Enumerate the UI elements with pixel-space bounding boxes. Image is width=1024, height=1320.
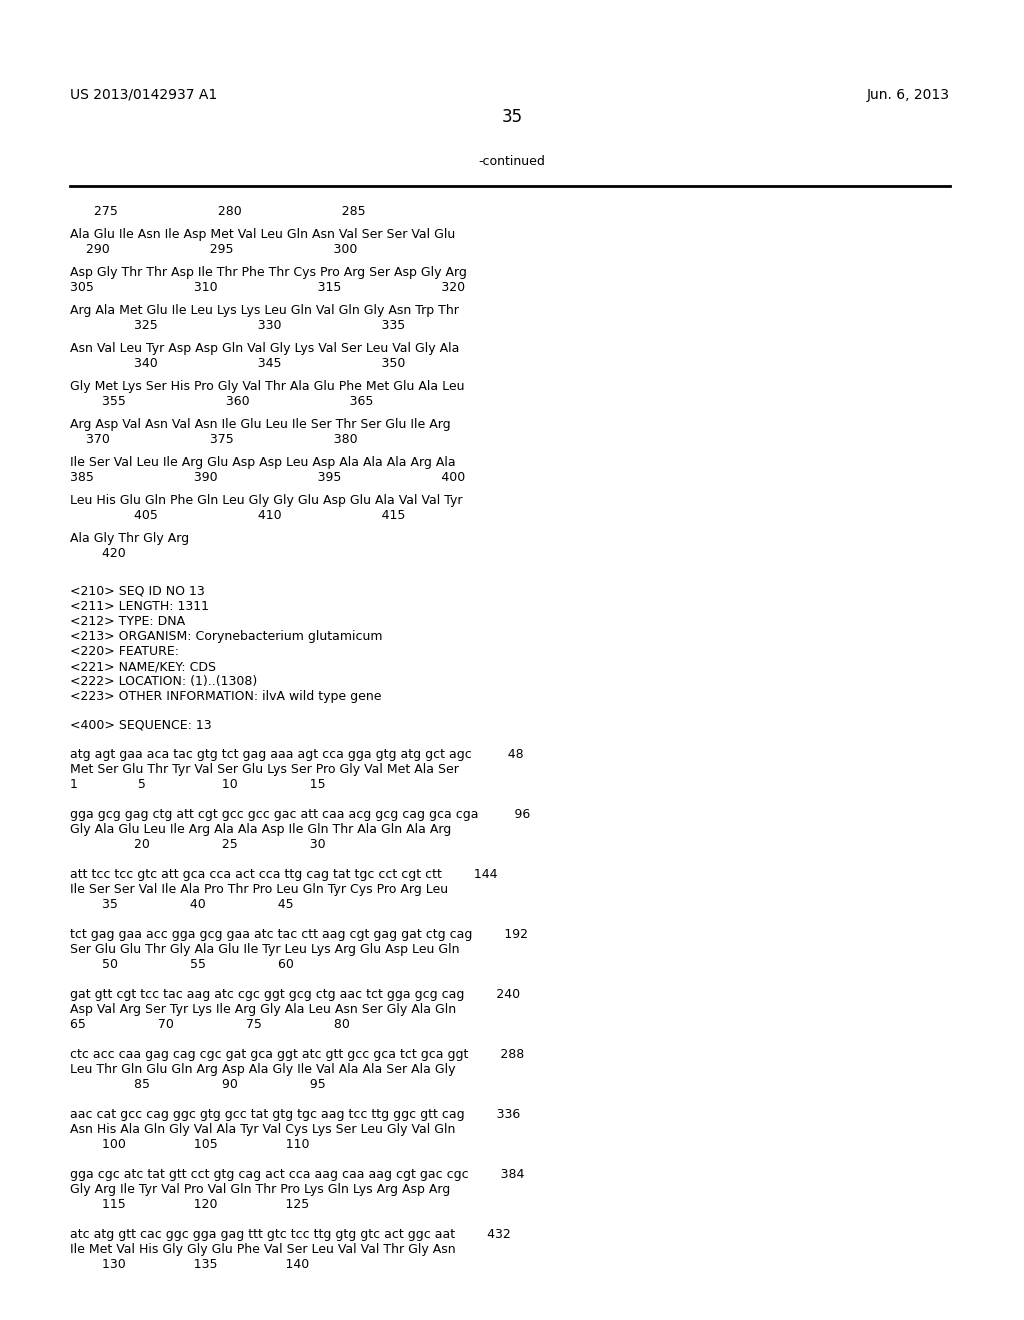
Text: Ala Glu Ile Asn Ile Asp Met Val Leu Gln Asn Val Ser Ser Val Glu: Ala Glu Ile Asn Ile Asp Met Val Leu Gln …: [70, 228, 456, 242]
Text: 290                         295                         300: 290 295 300: [70, 243, 357, 256]
Text: 355                         360                         365: 355 360 365: [70, 395, 374, 408]
Text: 100                 105                 110: 100 105 110: [70, 1138, 309, 1151]
Text: Asn His Ala Gln Gly Val Ala Tyr Val Cys Lys Ser Leu Gly Val Gln: Asn His Ala Gln Gly Val Ala Tyr Val Cys …: [70, 1123, 456, 1137]
Text: 325                         330                         335: 325 330 335: [70, 319, 406, 333]
Text: -continued: -continued: [478, 154, 546, 168]
Text: Gly Ala Glu Leu Ile Arg Ala Ala Asp Ile Gln Thr Ala Gln Ala Arg: Gly Ala Glu Leu Ile Arg Ala Ala Asp Ile …: [70, 822, 452, 836]
Text: Ala Gly Thr Gly Arg: Ala Gly Thr Gly Arg: [70, 532, 189, 545]
Text: <210> SEQ ID NO 13: <210> SEQ ID NO 13: [70, 585, 205, 598]
Text: Met Ser Glu Thr Tyr Val Ser Glu Lys Ser Pro Gly Val Met Ala Ser: Met Ser Glu Thr Tyr Val Ser Glu Lys Ser …: [70, 763, 459, 776]
Text: Asp Val Arg Ser Tyr Lys Ile Arg Gly Ala Leu Asn Ser Gly Ala Gln: Asp Val Arg Ser Tyr Lys Ile Arg Gly Ala …: [70, 1003, 456, 1016]
Text: att tcc tcc gtc att gca cca act cca ttg cag tat tgc cct cgt ctt        144: att tcc tcc gtc att gca cca act cca ttg …: [70, 869, 498, 880]
Text: tct gag gaa acc gga gcg gaa atc tac ctt aag cgt gag gat ctg cag        192: tct gag gaa acc gga gcg gaa atc tac ctt …: [70, 928, 528, 941]
Text: Leu His Glu Gln Phe Gln Leu Gly Gly Glu Asp Glu Ala Val Val Tyr: Leu His Glu Gln Phe Gln Leu Gly Gly Glu …: [70, 494, 463, 507]
Text: <212> TYPE: DNA: <212> TYPE: DNA: [70, 615, 185, 628]
Text: Jun. 6, 2013: Jun. 6, 2013: [867, 88, 950, 102]
Text: 385                         390                         395                     : 385 390 395: [70, 471, 465, 484]
Text: gga gcg gag ctg att cgt gcc gcc gac att caa acg gcg cag gca cga         96: gga gcg gag ctg att cgt gcc gcc gac att …: [70, 808, 530, 821]
Text: aac cat gcc cag ggc gtg gcc tat gtg tgc aag tcc ttg ggc gtt cag        336: aac cat gcc cag ggc gtg gcc tat gtg tgc …: [70, 1107, 520, 1121]
Text: 370                         375                         380: 370 375 380: [70, 433, 357, 446]
Text: <213> ORGANISM: Corynebacterium glutamicum: <213> ORGANISM: Corynebacterium glutamic…: [70, 630, 383, 643]
Text: Ile Ser Ser Val Ile Ala Pro Thr Pro Leu Gln Tyr Cys Pro Arg Leu: Ile Ser Ser Val Ile Ala Pro Thr Pro Leu …: [70, 883, 449, 896]
Text: 405                         410                         415: 405 410 415: [70, 510, 406, 521]
Text: 65                  70                  75                  80: 65 70 75 80: [70, 1018, 350, 1031]
Text: Ile Met Val His Gly Gly Glu Phe Val Ser Leu Val Val Thr Gly Asn: Ile Met Val His Gly Gly Glu Phe Val Ser …: [70, 1243, 456, 1257]
Text: <221> NAME/KEY: CDS: <221> NAME/KEY: CDS: [70, 660, 216, 673]
Text: Ile Ser Val Leu Ile Arg Glu Asp Asp Leu Asp Ala Ala Ala Arg Ala: Ile Ser Val Leu Ile Arg Glu Asp Asp Leu …: [70, 455, 456, 469]
Text: Leu Thr Gln Glu Gln Arg Asp Ala Gly Ile Val Ala Ala Ser Ala Gly: Leu Thr Gln Glu Gln Arg Asp Ala Gly Ile …: [70, 1063, 456, 1076]
Text: 1               5                   10                  15: 1 5 10 15: [70, 777, 326, 791]
Text: 35                  40                  45: 35 40 45: [70, 898, 294, 911]
Text: 85                  90                  95: 85 90 95: [70, 1078, 326, 1092]
Text: Asp Gly Thr Thr Asp Ile Thr Phe Thr Cys Pro Arg Ser Asp Gly Arg: Asp Gly Thr Thr Asp Ile Thr Phe Thr Cys …: [70, 267, 467, 279]
Text: ctc acc caa gag cag cgc gat gca ggt atc gtt gcc gca tct gca ggt        288: ctc acc caa gag cag cgc gat gca ggt atc …: [70, 1048, 524, 1061]
Text: <222> LOCATION: (1)..(1308): <222> LOCATION: (1)..(1308): [70, 675, 257, 688]
Text: Ser Glu Glu Thr Gly Ala Glu Ile Tyr Leu Lys Arg Glu Asp Leu Gln: Ser Glu Glu Thr Gly Ala Glu Ile Tyr Leu …: [70, 942, 460, 956]
Text: 275                         280                         285: 275 280 285: [70, 205, 366, 218]
Text: <223> OTHER INFORMATION: ilvA wild type gene: <223> OTHER INFORMATION: ilvA wild type …: [70, 690, 382, 704]
Text: gga cgc atc tat gtt cct gtg cag act cca aag caa aag cgt gac cgc        384: gga cgc atc tat gtt cct gtg cag act cca …: [70, 1168, 524, 1181]
Text: <211> LENGTH: 1311: <211> LENGTH: 1311: [70, 601, 209, 612]
Text: Gly Arg Ile Tyr Val Pro Val Gln Thr Pro Lys Gln Lys Arg Asp Arg: Gly Arg Ile Tyr Val Pro Val Gln Thr Pro …: [70, 1183, 451, 1196]
Text: 340                         345                         350: 340 345 350: [70, 356, 406, 370]
Text: 420: 420: [70, 546, 126, 560]
Text: 130                 135                 140: 130 135 140: [70, 1258, 309, 1271]
Text: Arg Asp Val Asn Val Asn Ile Glu Leu Ile Ser Thr Ser Glu Ile Arg: Arg Asp Val Asn Val Asn Ile Glu Leu Ile …: [70, 418, 451, 432]
Text: atg agt gaa aca tac gtg tct gag aaa agt cca gga gtg atg gct agc         48: atg agt gaa aca tac gtg tct gag aaa agt …: [70, 748, 523, 762]
Text: Arg Ala Met Glu Ile Leu Lys Lys Leu Gln Val Gln Gly Asn Trp Thr: Arg Ala Met Glu Ile Leu Lys Lys Leu Gln …: [70, 304, 459, 317]
Text: atc atg gtt cac ggc gga gag ttt gtc tcc ttg gtg gtc act ggc aat        432: atc atg gtt cac ggc gga gag ttt gtc tcc …: [70, 1228, 511, 1241]
Text: 305                         310                         315                     : 305 310 315: [70, 281, 465, 294]
Text: 115                 120                 125: 115 120 125: [70, 1199, 309, 1210]
Text: 35: 35: [502, 108, 522, 125]
Text: Gly Met Lys Ser His Pro Gly Val Thr Ala Glu Phe Met Glu Ala Leu: Gly Met Lys Ser His Pro Gly Val Thr Ala …: [70, 380, 465, 393]
Text: 20                  25                  30: 20 25 30: [70, 838, 326, 851]
Text: gat gtt cgt tcc tac aag atc cgc ggt gcg ctg aac tct gga gcg cag        240: gat gtt cgt tcc tac aag atc cgc ggt gcg …: [70, 987, 520, 1001]
Text: Asn Val Leu Tyr Asp Asp Gln Val Gly Lys Val Ser Leu Val Gly Ala: Asn Val Leu Tyr Asp Asp Gln Val Gly Lys …: [70, 342, 460, 355]
Text: 50                  55                  60: 50 55 60: [70, 958, 294, 972]
Text: US 2013/0142937 A1: US 2013/0142937 A1: [70, 88, 217, 102]
Text: <400> SEQUENCE: 13: <400> SEQUENCE: 13: [70, 718, 212, 731]
Text: <220> FEATURE:: <220> FEATURE:: [70, 645, 179, 657]
